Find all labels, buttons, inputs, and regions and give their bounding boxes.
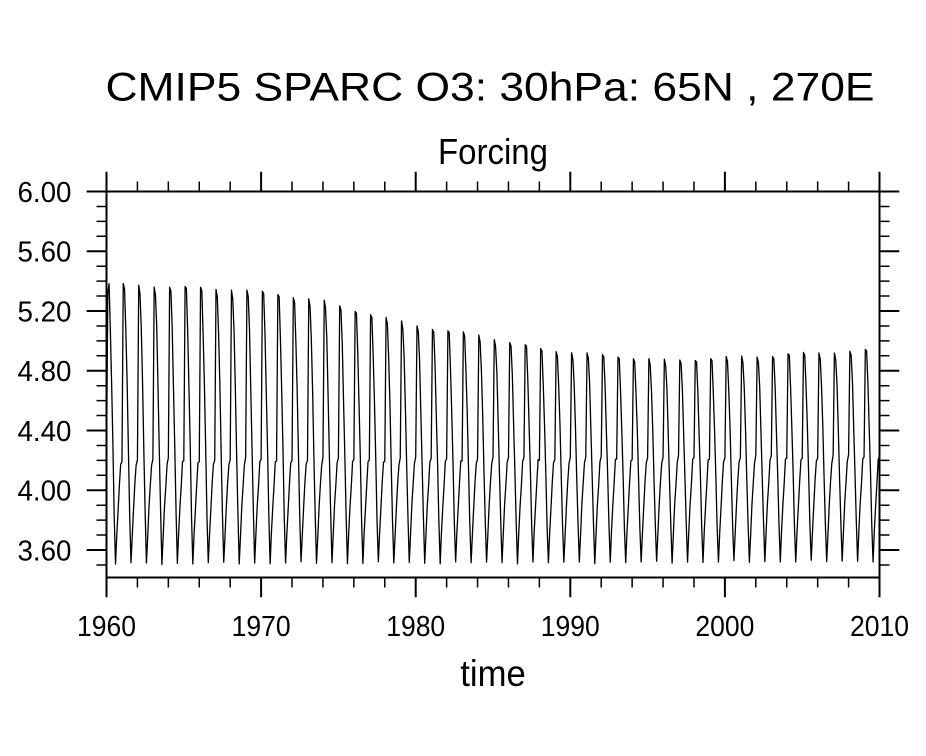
svg-text:4.00: 4.00 [18,476,72,508]
svg-text:CMIP5 SPARC O3: 30hPa: 65N , 2: CMIP5 SPARC O3: 30hPa: 65N , 270E [106,66,875,110]
svg-text:1960: 1960 [77,611,136,643]
svg-text:6.00: 6.00 [18,177,72,209]
svg-text:1990: 1990 [541,611,600,643]
svg-text:1970: 1970 [232,611,291,643]
svg-text:2000: 2000 [695,611,754,643]
svg-text:4.80: 4.80 [18,356,72,388]
svg-text:4.40: 4.40 [18,416,72,448]
svg-text:3.60: 3.60 [18,535,72,567]
svg-text:5.60: 5.60 [18,237,72,269]
svg-text:Forcing: Forcing [438,131,548,172]
svg-text:5.20: 5.20 [18,296,72,328]
svg-text:1980: 1980 [386,611,445,643]
svg-text:time: time [460,653,526,694]
svg-text:2010: 2010 [850,611,909,643]
